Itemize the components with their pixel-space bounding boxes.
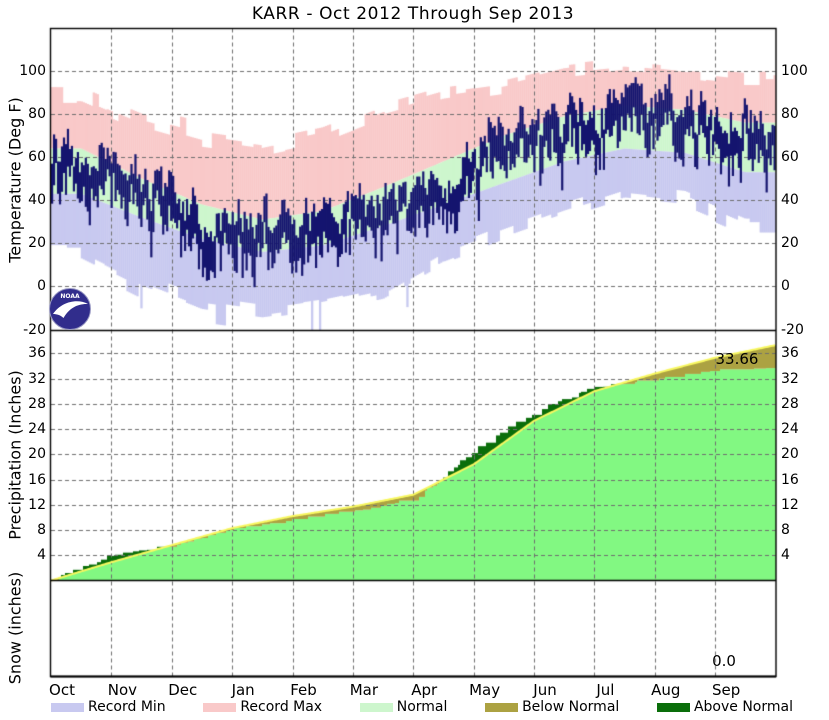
temp-tick-right--20: -20 [781, 321, 804, 338]
month-label-jan: Jan [231, 681, 255, 699]
month-label-dec: Dec [168, 681, 198, 699]
temp-tick-right-60: 60 [781, 149, 799, 166]
month-label-jul: Jul [596, 681, 615, 699]
precip-tick-right-16: 16 [781, 471, 799, 488]
legend-label-record-max: Record Max [240, 699, 323, 715]
precip-tick-left-4: 4 [37, 547, 46, 564]
month-label-jun: Jun [533, 681, 557, 699]
legend-item-normal: Normal [359, 699, 448, 715]
month-label-mar: Mar [349, 681, 379, 699]
precip-tick-left-36: 36 [28, 345, 46, 362]
temp-tick-left-20: 20 [28, 235, 46, 252]
legend-item-above-normal: Above Normal [656, 699, 793, 715]
legend-swatch-above-normal [656, 702, 690, 712]
temp-tick-left-80: 80 [28, 106, 46, 123]
precip-tick-right-20: 20 [781, 446, 799, 463]
month-label-sep: Sep [711, 681, 741, 699]
noaa-logo: NOAA [49, 288, 91, 330]
chart-title: KARR - Oct 2012 Through Sep 2013 [251, 4, 575, 24]
legend-swatch-record-min [51, 702, 84, 712]
precip-tick-right-12: 12 [781, 496, 799, 513]
snow-axis-label: Snow (inches) [5, 571, 25, 685]
temp-tick-left-0: 0 [37, 278, 46, 295]
precip-tick-right-36: 36 [781, 345, 799, 362]
legend-label-normal: Normal [396, 699, 448, 715]
temp-tick-right-100: 100 [781, 62, 808, 79]
noaa-seagull-icon [53, 301, 88, 318]
legend-swatch-record-max [203, 702, 237, 712]
precip-tick-left-8: 8 [37, 522, 46, 539]
precip-tick-right-32: 32 [781, 370, 799, 387]
temp-tick-left-60: 60 [28, 149, 46, 166]
month-label-feb: Feb [290, 681, 317, 699]
precip-tick-right-8: 8 [781, 522, 790, 539]
precip-tick-left-12: 12 [28, 496, 46, 513]
legend-label-below-normal: Below Normal [522, 699, 620, 715]
temp-tick-right-20: 20 [781, 235, 799, 252]
legend-label-above-normal: Above Normal [693, 699, 793, 715]
precip-tick-left-20: 20 [28, 446, 46, 463]
precip-tick-left-32: 32 [28, 370, 46, 387]
snow-total-annotation: 0.0 [712, 652, 736, 670]
precip-tick-right-24: 24 [781, 421, 799, 438]
precip-tick-left-24: 24 [28, 421, 46, 438]
temp-tick-left-40: 40 [28, 192, 46, 209]
precip-tick-left-28: 28 [28, 395, 46, 412]
noaa-logo-text: NOAA [60, 293, 80, 300]
month-label-oct: Oct [49, 681, 75, 699]
temp-tick-left-100: 100 [19, 62, 46, 79]
month-label-may: May [469, 681, 501, 699]
temp-tick-right-0: 0 [781, 278, 790, 295]
month-label-apr: Apr [411, 681, 438, 699]
month-label-nov: Nov [107, 681, 138, 699]
legend-item-record-min: Record Min [51, 699, 166, 715]
temp-tick-right-40: 40 [781, 192, 799, 209]
legend-item-record-max: Record Max [203, 699, 322, 715]
legend: Record Min Record Max Normal Below Normal Ab… [51, 699, 793, 715]
precip-tick-right-28: 28 [781, 395, 799, 412]
temp-tick-left--20: -20 [23, 321, 46, 338]
legend-swatch-below-normal [485, 702, 519, 712]
temp-tick-right-80: 80 [781, 106, 799, 123]
legend-label-record-min: Record Min [88, 699, 166, 715]
legend-swatch-normal [359, 702, 393, 712]
precip-tick-left-16: 16 [28, 471, 46, 488]
precip-total-annotation: 33.66 [715, 350, 759, 368]
precip-tick-right-4: 4 [781, 547, 790, 564]
legend-item-below-normal: Below Normal [485, 699, 619, 715]
month-label-aug: Aug [651, 681, 681, 699]
